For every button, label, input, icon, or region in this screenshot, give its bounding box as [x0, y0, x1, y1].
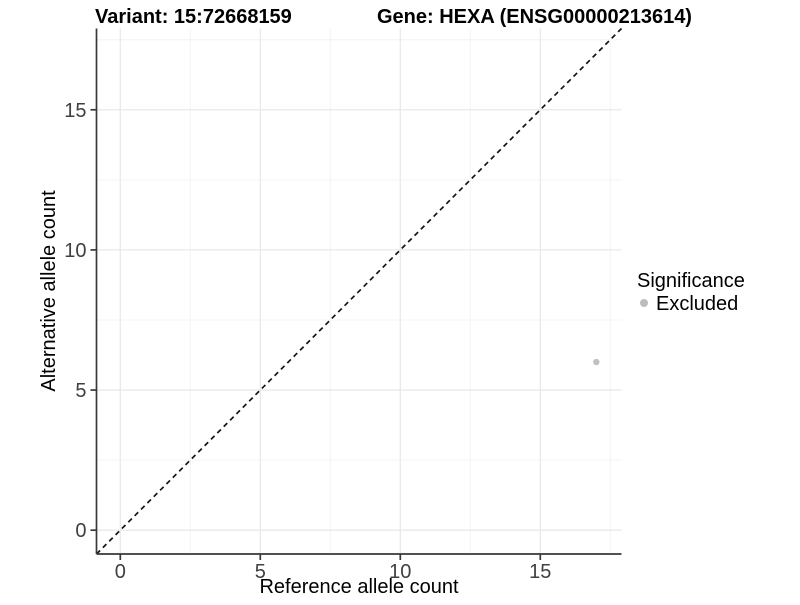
legend-item-label: Excluded [656, 293, 738, 315]
y-tick-label: 15 [64, 100, 86, 122]
legend-title: Significance [637, 270, 745, 292]
identity-line [95, 27, 623, 555]
plot-panel: 0 5 10 15 0 5 10 15 [64, 27, 623, 583]
plot-title-gene: Gene: HEXA (ENSG00000213614) [377, 6, 692, 28]
plot-title-variant: Variant: 15:72668159 [95, 6, 292, 28]
y-tick-label: 0 [75, 520, 86, 542]
y-tick-label: 10 [64, 240, 86, 262]
legend: Significance Excluded [637, 270, 745, 315]
x-tick-label: 5 [255, 561, 266, 583]
x-axis-title: Reference allele count [259, 576, 458, 598]
x-tick-label: 0 [115, 561, 126, 583]
legend-point-swatch [640, 299, 648, 307]
y-axis-title: Alternative allele count [38, 190, 60, 392]
x-tick-label: 15 [529, 561, 551, 583]
data-point [593, 358, 600, 366]
y-tick-label: 5 [75, 380, 86, 402]
x-tick-label: 10 [389, 561, 411, 583]
